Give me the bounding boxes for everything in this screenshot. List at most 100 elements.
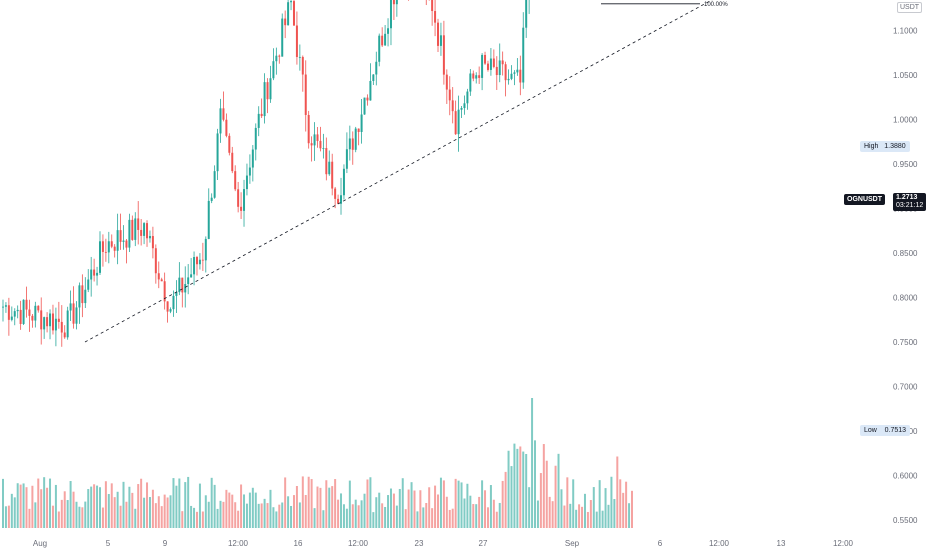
volume-bar bbox=[501, 480, 504, 528]
volume-bar bbox=[19, 484, 22, 528]
candle-body bbox=[113, 246, 116, 251]
volume-bar bbox=[146, 482, 149, 528]
volume-bar bbox=[184, 482, 187, 528]
volume-bar bbox=[607, 504, 610, 528]
volume-bar bbox=[486, 507, 489, 528]
candle-body bbox=[516, 69, 519, 73]
volume-bar bbox=[181, 511, 184, 528]
low-tag: Low 0.7513 bbox=[860, 425, 911, 436]
volume-bar bbox=[210, 477, 213, 528]
candle-body bbox=[475, 75, 478, 79]
candle-body bbox=[437, 22, 440, 46]
volume-bar bbox=[316, 486, 319, 528]
candle-body bbox=[219, 108, 222, 134]
volume-bar bbox=[545, 460, 548, 528]
volume-bar bbox=[448, 509, 451, 528]
candle-body bbox=[460, 108, 463, 110]
volume-bar bbox=[357, 505, 360, 528]
volume-bar bbox=[119, 505, 122, 528]
volume-bar bbox=[213, 484, 216, 528]
volume-bar bbox=[434, 485, 437, 528]
candle-body bbox=[125, 240, 128, 248]
volume-bar bbox=[169, 495, 172, 528]
volume-bar bbox=[528, 487, 531, 528]
volume-bar bbox=[195, 511, 198, 528]
candle-body bbox=[442, 35, 445, 75]
volume-bar bbox=[404, 509, 407, 528]
candle-body bbox=[46, 317, 49, 327]
candle-body bbox=[131, 219, 134, 240]
volume-bar bbox=[137, 484, 140, 528]
candle-body bbox=[340, 195, 343, 204]
volume-bar bbox=[322, 510, 325, 528]
volume-bar bbox=[269, 489, 272, 528]
candle-body bbox=[90, 269, 93, 280]
y-tick-label: 0.6000 bbox=[893, 472, 918, 481]
volume-bar bbox=[290, 505, 293, 528]
volume-bar bbox=[601, 510, 604, 528]
candle-body bbox=[263, 82, 266, 117]
fib-label: 100.00% bbox=[704, 2, 728, 8]
candle-body bbox=[348, 138, 351, 150]
volume-bar bbox=[243, 494, 246, 528]
candle-body bbox=[381, 35, 384, 46]
candle-body bbox=[43, 317, 46, 330]
volume-bar bbox=[581, 506, 584, 528]
candle-body bbox=[104, 251, 107, 253]
candle-body bbox=[389, 0, 392, 29]
candle-body bbox=[10, 316, 13, 320]
candle-body bbox=[151, 236, 154, 249]
y-tick-label: 1.0500 bbox=[893, 71, 918, 80]
candle-body bbox=[37, 305, 40, 311]
volume-bar bbox=[307, 476, 310, 528]
volume-bar bbox=[348, 480, 351, 528]
candle-body bbox=[292, 1, 295, 26]
drawings: -61.80%-27.20%0.00%50.00%61.80%100.00% bbox=[84, 0, 728, 343]
volume-bar bbox=[340, 493, 343, 528]
candle-body bbox=[216, 133, 219, 172]
volume-bar bbox=[337, 499, 340, 528]
y-tick-label: 0.5500 bbox=[893, 516, 918, 525]
volume-bar bbox=[46, 487, 49, 528]
volume-bar bbox=[560, 489, 563, 528]
volume-bar bbox=[263, 498, 266, 528]
volume-bar bbox=[134, 508, 137, 528]
volume-bar bbox=[216, 508, 219, 528]
candle-body bbox=[122, 240, 125, 242]
candle-body bbox=[295, 25, 298, 58]
volume-bar bbox=[372, 512, 375, 528]
y-tick-label: 0.9500 bbox=[893, 160, 918, 169]
volume-bar bbox=[254, 492, 257, 528]
candle-body bbox=[392, 0, 395, 5]
volume-bar bbox=[198, 483, 201, 528]
candle-body bbox=[278, 55, 281, 57]
volume-bar bbox=[107, 494, 110, 528]
candle-body bbox=[298, 56, 301, 58]
volume-bar bbox=[190, 505, 193, 528]
candle-body bbox=[154, 248, 157, 274]
volume-bar bbox=[442, 480, 445, 528]
candle-body bbox=[7, 305, 10, 320]
volume-bar bbox=[4, 506, 7, 528]
volume-bar bbox=[613, 499, 616, 528]
volume-bar bbox=[84, 501, 87, 528]
volume-bar bbox=[463, 498, 466, 528]
candle-body bbox=[322, 148, 325, 149]
candle-body bbox=[451, 100, 454, 112]
volume-bar bbox=[281, 502, 284, 528]
candle-body bbox=[140, 229, 143, 236]
x-tick-label: 6 bbox=[658, 539, 663, 548]
candle-body bbox=[190, 274, 193, 278]
candle-body bbox=[13, 311, 16, 317]
candle-body bbox=[290, 1, 293, 3]
volume-bar bbox=[363, 493, 366, 528]
volume-bar bbox=[575, 509, 578, 528]
volume-bar bbox=[457, 480, 460, 528]
volume-bar bbox=[87, 489, 90, 528]
candle-body bbox=[275, 55, 278, 62]
candle-body bbox=[237, 189, 240, 207]
volume-bar bbox=[522, 451, 525, 528]
candle-body bbox=[248, 167, 251, 176]
volume-bar bbox=[369, 477, 372, 528]
